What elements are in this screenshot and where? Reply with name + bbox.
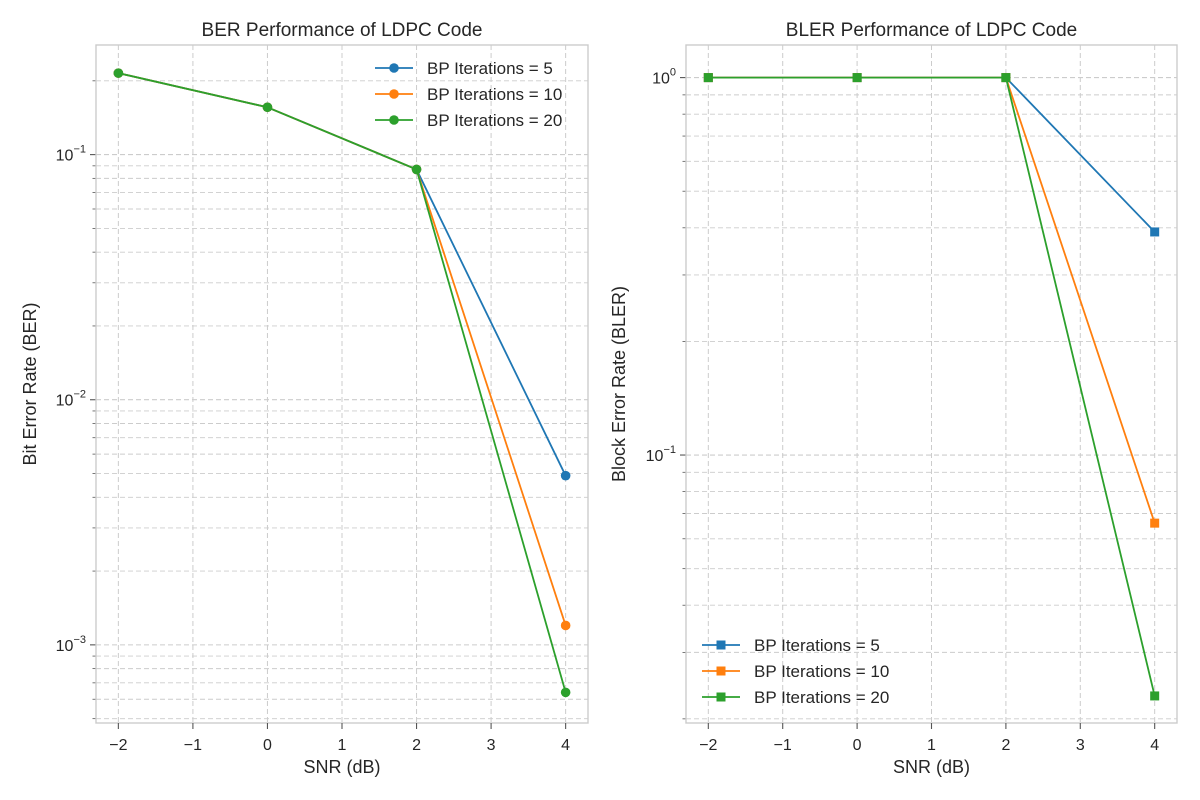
series-2 — [113, 68, 571, 698]
data-point — [411, 164, 422, 175]
legend-item-2: BP Iterations = 20 — [702, 688, 889, 707]
data-point — [1150, 227, 1160, 237]
data-point — [1150, 518, 1160, 528]
y-tick-base: 10 — [56, 393, 74, 410]
y-tick-exponent: −1 — [663, 444, 676, 456]
legend-swatch-marker — [716, 640, 726, 650]
data-point — [560, 470, 571, 481]
legend-label: BP Iterations = 20 — [427, 111, 562, 130]
x-tick-label: 4 — [561, 737, 570, 754]
data-point — [703, 73, 713, 83]
legend: BP Iterations = 5 BP Iterations = 10 BP It… — [375, 59, 562, 130]
data-point — [262, 102, 273, 113]
series-2 — [703, 73, 1160, 701]
grid — [90, 45, 588, 723]
legend: BP Iterations = 5 BP Iterations = 10 BP It… — [702, 636, 889, 707]
data-point — [560, 687, 571, 698]
data-point — [1001, 73, 1011, 83]
y-tick-label: 10−1 — [646, 444, 676, 465]
series-line — [118, 72, 567, 693]
x-tick-label: 2 — [412, 737, 421, 754]
x-tick-label: 3 — [487, 737, 496, 754]
legend-swatch-marker — [389, 89, 399, 99]
x-tick-label: −1 — [774, 737, 792, 754]
legend-item-1: BP Iterations = 10 — [702, 662, 889, 681]
legend-swatch-marker — [389, 115, 399, 125]
data-point — [852, 73, 862, 83]
x-tick-label: −1 — [184, 737, 202, 754]
y-axis-label: Block Error Rate (BLER) — [609, 286, 629, 482]
legend-item-0: BP Iterations = 5 — [375, 59, 553, 78]
data-point — [113, 68, 124, 78]
x-tick-label: −2 — [109, 737, 127, 754]
legend-item-1: BP Iterations = 10 — [375, 85, 562, 104]
y-tick-label: 10−2 — [56, 389, 86, 410]
legend-label: BP Iterations = 10 — [754, 662, 889, 681]
x-tick-label: 2 — [1001, 737, 1010, 754]
y-tick-base: 10 — [652, 71, 670, 88]
y-tick-exponent: 0 — [670, 67, 676, 79]
legend-label: BP Iterations = 20 — [754, 688, 889, 707]
chart-title: BLER Performance of LDPC Code — [786, 20, 1077, 41]
x-tick-label: 0 — [263, 737, 272, 754]
x-tick-label: 1 — [927, 737, 936, 754]
y-tick-exponent: −3 — [73, 634, 86, 646]
legend-label: BP Iterations = 5 — [427, 59, 553, 78]
x-tick-label: −2 — [699, 737, 717, 754]
y-tick-label: 10−1 — [56, 144, 86, 165]
y-tick-base: 10 — [56, 148, 74, 165]
x-tick-label: 3 — [1076, 737, 1085, 754]
x-axis-label: SNR (dB) — [303, 757, 380, 777]
chart-title: BER Performance of LDPC Code — [202, 20, 483, 41]
x-tick-label: 0 — [853, 737, 862, 754]
y-axis-label: Bit Error Rate (BER) — [20, 302, 40, 465]
legend-label: BP Iterations = 5 — [754, 636, 880, 655]
x-tick-label: 4 — [1150, 737, 1159, 754]
data-point — [560, 620, 571, 631]
series-line — [708, 76, 1156, 697]
y-tick-label: 10−3 — [56, 634, 86, 655]
y-tick-base: 10 — [646, 448, 664, 465]
legend-item-0: BP Iterations = 5 — [702, 636, 880, 655]
x-axis-label: SNR (dB) — [893, 757, 970, 777]
y-tick-label: 100 — [652, 67, 676, 88]
y-tick-exponent: −1 — [73, 144, 86, 156]
legend-swatch-marker — [716, 666, 726, 676]
data-point — [1150, 691, 1160, 701]
legend-swatch-marker — [389, 63, 399, 73]
y-tick-exponent: −2 — [73, 389, 86, 401]
x-tick-label: 1 — [338, 737, 347, 754]
legend-label: BP Iterations = 10 — [427, 85, 562, 104]
y-tick-base: 10 — [56, 638, 74, 655]
legend-item-2: BP Iterations = 20 — [375, 111, 562, 130]
legend-swatch-marker — [716, 692, 726, 702]
